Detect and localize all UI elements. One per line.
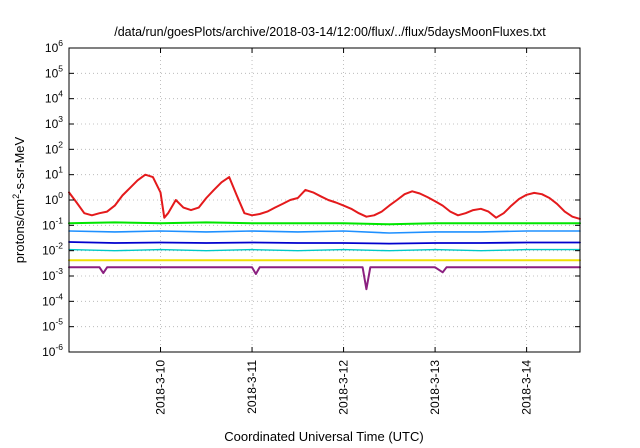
y-tick-base: 10	[42, 218, 56, 232]
y-tick-label: 104	[45, 89, 63, 106]
y-tick-exponent: 1	[58, 165, 63, 175]
y-axis-label-pre: protons/cm	[12, 199, 27, 263]
y-tick-label: 10-6	[42, 342, 63, 359]
series-group	[68, 173, 581, 291]
x-axis-ticks: 2018-3-10 2018-3-11 2018-3-12 2018-3-13 2018…	[154, 48, 534, 415]
x-tick-label: 2018-3-11	[245, 360, 259, 414]
y-tick-base: 10	[45, 117, 59, 131]
y-tick-base: 10	[45, 41, 59, 55]
series-line	[68, 230, 581, 234]
y-tick-label: 10-2	[42, 241, 63, 258]
y-tick-label: 10-3	[42, 266, 63, 283]
y-tick-base: 10	[42, 345, 56, 359]
y-tick-base: 10	[42, 244, 56, 258]
x-tick-label: 2018-3-12	[337, 360, 351, 415]
y-tick-exponent: -1	[55, 215, 63, 225]
y-tick-label: 105	[45, 63, 63, 80]
x-axis-label: Coordinated Universal Time (UTC)	[224, 429, 423, 444]
y-axis-label-post: -s-sr-MeV	[12, 136, 27, 193]
y-tick-label: 101	[45, 165, 63, 182]
x-tick-label: 2018-3-14	[520, 360, 534, 415]
y-tick-exponent: 5	[58, 63, 63, 73]
y-tick-label: 106	[45, 38, 63, 55]
y-tick-label: 103	[45, 114, 63, 131]
y-tick-base: 10	[42, 320, 56, 334]
y-tick-exponent: 6	[58, 38, 63, 48]
series-line	[68, 266, 581, 291]
x-tick-label: 2018-3-10	[154, 360, 168, 415]
y-tick-base: 10	[45, 92, 59, 106]
series-line	[68, 241, 581, 245]
y-tick-label: 10-4	[42, 291, 63, 308]
y-tick-exponent: -4	[55, 291, 63, 301]
y-tick-exponent: -2	[55, 241, 63, 251]
y-tick-label: 102	[45, 139, 63, 156]
series-line	[68, 221, 581, 226]
y-tick-base: 10	[45, 193, 59, 207]
y-tick-exponent: -5	[55, 317, 63, 327]
y-axis-label: protons/cm2-s-sr-MeV	[11, 136, 27, 263]
y-axis-ticks: 10-610-510-410-310-210-11001011021031041…	[42, 38, 580, 359]
y-tick-label: 10-5	[42, 317, 63, 334]
x-tick-label: 2018-3-13	[428, 360, 442, 415]
y-tick-label: 100	[45, 190, 63, 207]
y-tick-exponent: -3	[55, 266, 63, 276]
grid	[69, 48, 580, 352]
series-line	[68, 248, 581, 252]
chart-title: /data/run/goesPlots/archive/2018-03-14/1…	[114, 25, 546, 39]
series-line	[68, 173, 581, 220]
y-axis-label-sup: 2	[11, 194, 21, 199]
y-tick-base: 10	[45, 168, 59, 182]
y-tick-base: 10	[45, 66, 59, 80]
y-tick-exponent: 4	[58, 89, 63, 99]
y-tick-base: 10	[42, 294, 56, 308]
y-tick-base: 10	[42, 269, 56, 283]
y-tick-exponent: 2	[58, 139, 63, 149]
y-tick-exponent: 3	[58, 114, 63, 124]
y-tick-exponent: 0	[58, 190, 63, 200]
y-tick-exponent: -6	[55, 342, 63, 352]
y-tick-base: 10	[45, 142, 59, 156]
y-tick-label: 10-1	[42, 215, 63, 232]
